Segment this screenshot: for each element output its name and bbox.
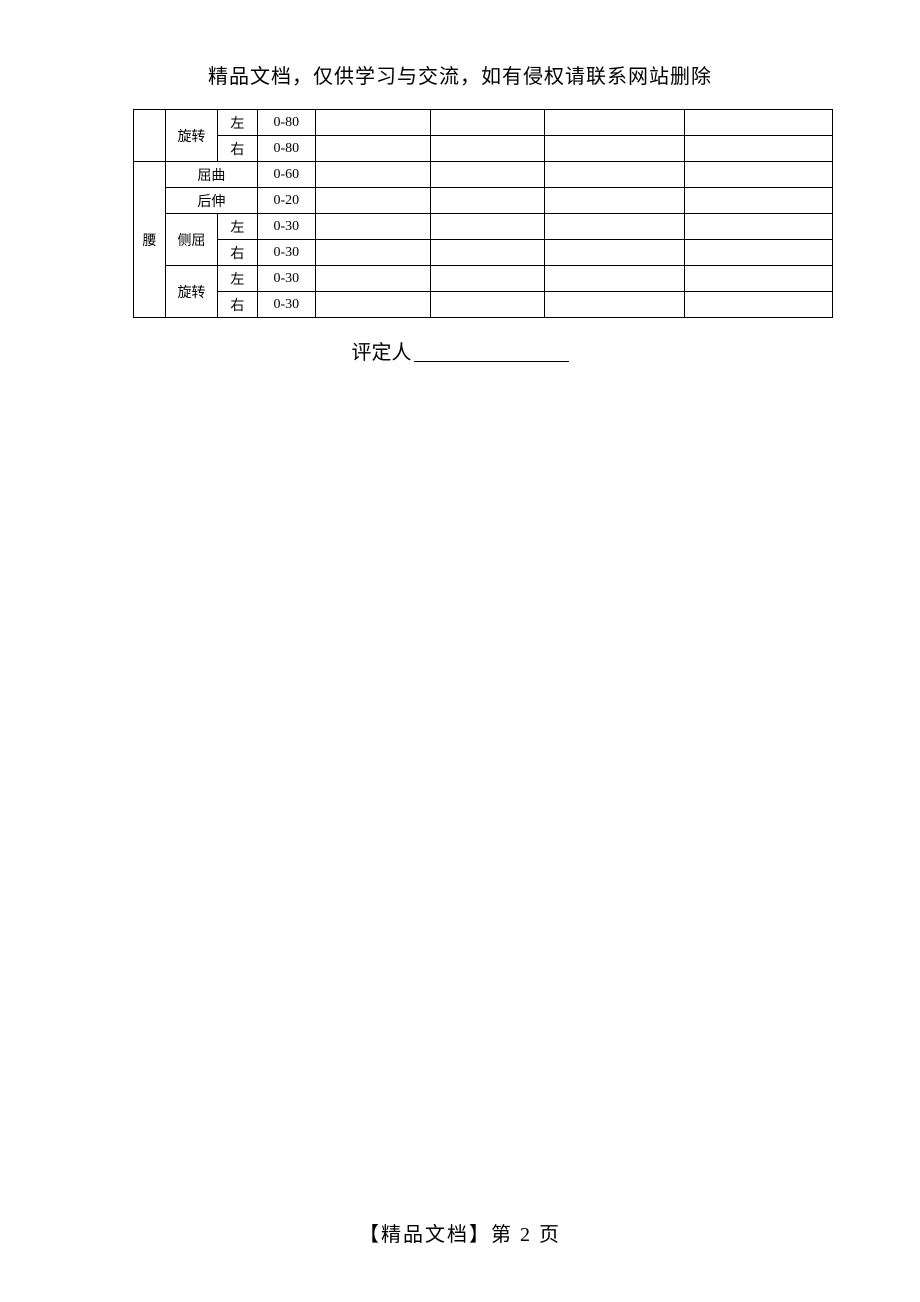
- empty-cell: [315, 162, 430, 188]
- empty-cell: [545, 214, 685, 240]
- side-cell: 左: [217, 214, 257, 240]
- table-row: 侧屈 左 0-30: [134, 214, 833, 240]
- table-row: 旋转 左 0-30: [134, 266, 833, 292]
- side-cell: 左: [217, 266, 257, 292]
- empty-cell: [315, 266, 430, 292]
- empty-cell: [430, 162, 545, 188]
- range-cell: 0-80: [257, 136, 315, 162]
- side-cell: 右: [217, 136, 257, 162]
- empty-cell: [315, 110, 430, 136]
- range-cell: 0-20: [257, 188, 315, 214]
- empty-cell: [545, 162, 685, 188]
- empty-cell: [430, 240, 545, 266]
- empty-cell: [685, 240, 833, 266]
- empty-cell: [545, 188, 685, 214]
- table-container: 旋转 左 0-80 右 0-80 腰 屈曲 0-60 后伸 0-: [133, 109, 833, 318]
- empty-cell: [685, 266, 833, 292]
- empty-cell: [685, 188, 833, 214]
- empty-cell: [685, 214, 833, 240]
- side-cell: 左: [217, 110, 257, 136]
- empty-cell: [545, 266, 685, 292]
- motion-cell: 旋转: [165, 110, 217, 162]
- empty-cell: [685, 136, 833, 162]
- empty-cell: [545, 136, 685, 162]
- empty-cell: [430, 136, 545, 162]
- empty-cell: [315, 188, 430, 214]
- page-footer: 【精品文档】第 2 页: [0, 1218, 920, 1247]
- table-row: 右 0-80: [134, 136, 833, 162]
- range-cell: 0-60: [257, 162, 315, 188]
- page-header: 精品文档，仅供学习与交流，如有侵权请联系网站删除: [0, 0, 920, 109]
- table-row: 腰 屈曲 0-60: [134, 162, 833, 188]
- rom-table: 旋转 左 0-80 右 0-80 腰 屈曲 0-60 后伸 0-: [133, 109, 833, 318]
- empty-cell: [315, 240, 430, 266]
- empty-cell: [545, 110, 685, 136]
- empty-cell: [315, 136, 430, 162]
- region-cell: [134, 110, 166, 162]
- assessor-underline: [414, 361, 569, 362]
- empty-cell: [545, 292, 685, 318]
- empty-cell: [430, 292, 545, 318]
- empty-cell: [315, 292, 430, 318]
- assessor-line: 评定人: [0, 336, 920, 365]
- table-row: 右 0-30: [134, 292, 833, 318]
- motion-cell: 旋转: [165, 266, 217, 318]
- range-cell: 0-30: [257, 266, 315, 292]
- empty-cell: [315, 214, 430, 240]
- empty-cell: [430, 110, 545, 136]
- range-cell: 0-30: [257, 240, 315, 266]
- empty-cell: [430, 214, 545, 240]
- table-row: 右 0-30: [134, 240, 833, 266]
- assessor-label: 评定人: [352, 342, 412, 364]
- empty-cell: [685, 162, 833, 188]
- range-cell: 0-30: [257, 292, 315, 318]
- empty-cell: [430, 266, 545, 292]
- empty-cell: [685, 292, 833, 318]
- empty-cell: [685, 110, 833, 136]
- empty-cell: [545, 240, 685, 266]
- motion-cell: 后伸: [165, 188, 257, 214]
- range-cell: 0-30: [257, 214, 315, 240]
- region-cell: 腰: [134, 162, 166, 318]
- side-cell: 右: [217, 292, 257, 318]
- motion-cell: 屈曲: [165, 162, 257, 188]
- range-cell: 0-80: [257, 110, 315, 136]
- motion-cell: 侧屈: [165, 214, 217, 266]
- table-row: 后伸 0-20: [134, 188, 833, 214]
- side-cell: 右: [217, 240, 257, 266]
- empty-cell: [430, 188, 545, 214]
- table-row: 旋转 左 0-80: [134, 110, 833, 136]
